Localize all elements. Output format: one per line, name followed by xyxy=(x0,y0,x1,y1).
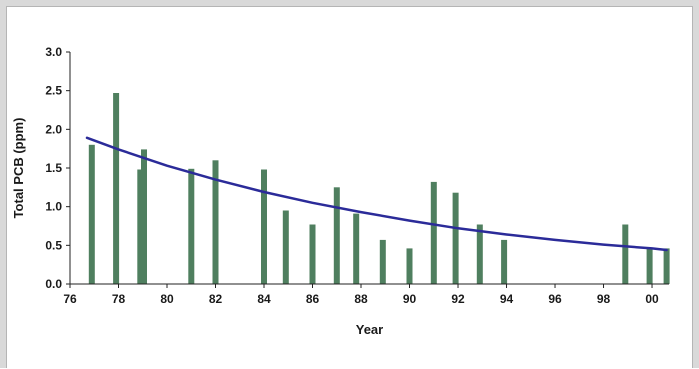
bar-10 xyxy=(353,213,360,284)
y-tick-label: 1.5 xyxy=(45,161,62,175)
trend-line xyxy=(85,136,668,252)
bar-2 xyxy=(137,169,144,284)
y-tick-label: 2.5 xyxy=(45,84,62,98)
x-axis-title: Year xyxy=(356,322,383,337)
y-tick-label: 0.5 xyxy=(45,238,62,252)
bar-9 xyxy=(333,187,340,284)
y-axis-title: Total PCB (ppm) xyxy=(11,118,26,219)
bar-4 xyxy=(188,168,195,284)
x-tick-label: 98 xyxy=(597,292,611,306)
bar-1 xyxy=(113,93,120,284)
chart-panel: 0.0 0.5 1.0 1.5 2.0 2.5 3.0 76 78 80 82 84 86 88 90 92… xyxy=(6,6,693,368)
bar-15 xyxy=(476,224,483,284)
bar-18 xyxy=(646,248,653,284)
bar-0 xyxy=(88,144,95,284)
bar-7 xyxy=(282,210,289,284)
x-tick-label: 90 xyxy=(403,292,417,306)
x-tick-label: 78 xyxy=(112,292,126,306)
bar-16 xyxy=(501,239,508,284)
pcb-chart: 0.0 0.5 1.0 1.5 2.0 2.5 3.0 76 78 80 82 84 86 88 90 92… xyxy=(11,45,670,337)
x-tick-labels: 76 78 80 82 84 86 88 90 92 94 96 98 00 xyxy=(63,292,659,306)
x-tick-label: 00 xyxy=(645,292,659,306)
x-tick-label: 86 xyxy=(306,292,320,306)
y-tick-labels: 0.0 0.5 1.0 1.5 2.0 2.5 3.0 xyxy=(45,45,62,291)
bar-12 xyxy=(406,248,413,284)
x-tick-label: 94 xyxy=(500,292,514,306)
bar-5 xyxy=(212,160,219,284)
x-tick-label: 80 xyxy=(160,292,174,306)
y-tick-label: 0.0 xyxy=(45,277,62,291)
trend-layer xyxy=(85,136,668,252)
bar-3 xyxy=(141,149,147,284)
x-tick-label: 96 xyxy=(548,292,562,306)
bars-layer xyxy=(88,93,670,284)
axes-layer xyxy=(66,51,669,288)
x-tick-label: 76 xyxy=(63,292,77,306)
x-tick-label: 88 xyxy=(354,292,368,306)
bar-14 xyxy=(452,192,459,284)
x-tick-label: 92 xyxy=(451,292,465,306)
y-tick-label: 1.0 xyxy=(45,200,62,214)
bar-8 xyxy=(309,224,316,284)
bar-13 xyxy=(430,181,437,284)
y-tick-label: 2.0 xyxy=(45,122,62,136)
x-tick-label: 82 xyxy=(209,292,223,306)
y-tick-label: 3.0 xyxy=(45,45,62,59)
bar-17 xyxy=(622,224,629,284)
bar-11 xyxy=(379,239,386,284)
bar-19 xyxy=(663,248,670,284)
bar-6 xyxy=(261,169,267,284)
x-tick-label: 84 xyxy=(257,292,271,306)
